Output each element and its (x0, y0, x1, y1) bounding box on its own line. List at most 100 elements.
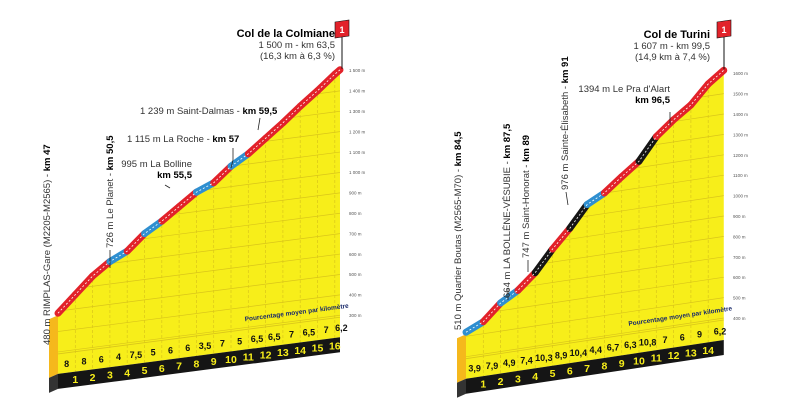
gradient-row-line (465, 319, 724, 360)
gradient-label-km-11: 5 (237, 336, 242, 346)
gradient-label-km-13: 6,5 (268, 332, 281, 342)
y-tick-label: 500 m (349, 272, 362, 277)
gradient-label-km-10: 7 (220, 339, 225, 349)
gradient-label-km-14: 7 (289, 330, 294, 340)
y-tick-label: 900 m (733, 214, 746, 219)
profile-front-face (457, 334, 466, 383)
gradient-label-km-9: 6,7 (607, 343, 620, 353)
km-tick-label: 11 (651, 353, 662, 365)
annotation-la-roche: 1 115 m La Roche - km 57 (127, 134, 240, 145)
y-tick-label: 400 m (349, 293, 362, 298)
km-tick-label: 12 (260, 349, 272, 361)
annotation-la-bollene: 664 m LA BOLLÈNE-VÉSUBIE - km 87,5 (502, 123, 513, 298)
gradient-label-km-10: 6,3 (624, 340, 637, 350)
km-band (58, 337, 340, 389)
y-tick-label: 1 200 m (349, 129, 366, 134)
annotation-leader-line (257, 117, 261, 131)
km-tick-label: 15 (312, 343, 324, 355)
y-tick-label: 700 m (733, 255, 746, 260)
gradient-label-km-8: 4,4 (589, 345, 602, 355)
km-tick-label: 11 (243, 352, 254, 364)
summit-flag-icon (334, 19, 350, 39)
km-tick-label: 5 (142, 365, 148, 377)
y-tick-label: 1 100 m (349, 150, 366, 155)
y-tick-label: 1400 m (733, 112, 748, 117)
gradient-label-km-3: 4,9 (503, 358, 516, 368)
grid-line (58, 294, 340, 332)
gradient-label-km-5: 10,3 (535, 353, 553, 363)
gradient-label-km-4: 4 (116, 352, 121, 362)
km-tick-label: 13 (277, 347, 289, 359)
gradient-label-km-5: 7,5 (130, 350, 143, 360)
y-tick-label: 400 m (733, 316, 746, 321)
summit-category: 1 (339, 25, 344, 35)
gradient-label-km-8: 6 (185, 343, 190, 353)
gradient-label-km-7: 10,4 (570, 348, 588, 358)
km-tick-label: 1 (72, 374, 78, 386)
grid-line (466, 317, 724, 358)
gradient-label-km-14: 9 (697, 330, 702, 340)
y-tick-label: 500 m (733, 296, 746, 301)
summit-elevation: 1 607 m - km 99,5 (633, 41, 710, 52)
road-segment-km-16 (314, 70, 339, 95)
gradient-label-km-12: 6,5 (251, 334, 264, 344)
km-tick-label: 3 (515, 373, 521, 385)
y-tick-label: 900 m (349, 191, 362, 196)
summit-label-colmiane: Col de la Colmiane 1 500 m - km 63,5 (16… (200, 28, 335, 63)
gradient-label-km-6: 5 (151, 348, 156, 358)
summit-name: Col de Turini (643, 29, 710, 41)
annotation-leader-line (565, 191, 569, 206)
gradient-label-km-3: 6 (99, 354, 104, 364)
y-tick-label: 1200 m (733, 153, 748, 158)
grid-line (466, 276, 724, 317)
annotation-quartier-boutas: 510 m Quartier Boutas (M2565-M70) - km 8… (453, 131, 464, 330)
gradient-label-km-1: 8 (64, 359, 69, 369)
y-tick-label: 700 m (349, 231, 362, 236)
km-tick-label: 12 (668, 350, 680, 362)
km-tick-label: 7 (584, 363, 590, 375)
grid-line (466, 297, 724, 337)
y-tick-label: 1 500 m (349, 68, 366, 73)
road-centerline (57, 69, 341, 314)
summit-name: Col de la Colmiane (236, 28, 335, 40)
km-tick-label: 14 (702, 345, 714, 357)
road-segment-km-7 (158, 203, 183, 225)
km-tick-label: 13 (685, 347, 697, 359)
km-tick-label: 16 (329, 340, 341, 352)
km-tick-label: 10 (225, 354, 237, 366)
summit-category: 1 (721, 25, 726, 35)
summit-stats: (16,3 km à 6,3 %) (260, 51, 335, 62)
km-tick-label: 14 (294, 345, 306, 357)
y-tick-label: 1300 m (733, 132, 748, 137)
km-band (466, 340, 724, 394)
km-tick-label: 6 (159, 363, 165, 375)
gradient-label-km-9: 3,5 (199, 341, 212, 351)
y-tick-label: 600 m (349, 252, 362, 257)
profile-front-face (49, 315, 58, 378)
y-tick-label: 800 m (733, 234, 746, 239)
y-tick-label: 1500 m (733, 92, 748, 97)
road-segment-km-12 (652, 116, 678, 141)
annotation-saint-dalmas: 1 239 m Saint-Dalmas - km 59,5 (140, 106, 278, 117)
gradient-label-km-7: 6 (168, 345, 173, 355)
gradient-label-km-11: 10,8 (639, 337, 657, 347)
road-segment-km-14 (279, 102, 304, 127)
gradient-label-km-1: 3,9 (468, 363, 481, 373)
annotation-saint-honorat: 747 m Saint-Honorat - km 89 (521, 134, 532, 258)
km-tick-label: 8 (601, 360, 607, 372)
road-centerline (465, 69, 725, 333)
gradient-label-km-16: 7 (324, 325, 329, 335)
km-tick-label: 9 (619, 358, 625, 370)
annotation-sainte-elisabeth: 976 m Sainte-Élisabeth - km 91 (560, 56, 571, 190)
annotation-rimplas: 480 m RIMPLAS-Gare (M2205-M2565) - km 47 (42, 144, 53, 345)
annotation-le-planet: 726 m Le Planet - km 50,5 (105, 135, 116, 248)
km-tick-label: 4 (532, 371, 538, 383)
annotation-leader-line (164, 184, 171, 189)
road-segment-km-9 (600, 173, 626, 197)
summit-label-turini: Col de Turini 1 607 m - km 99,5 (14,9 km… (570, 29, 710, 64)
y-tick-label: 1600 m (733, 71, 748, 76)
km-tick-label: 1 (480, 379, 486, 391)
road-segment-km-4 (514, 269, 539, 294)
